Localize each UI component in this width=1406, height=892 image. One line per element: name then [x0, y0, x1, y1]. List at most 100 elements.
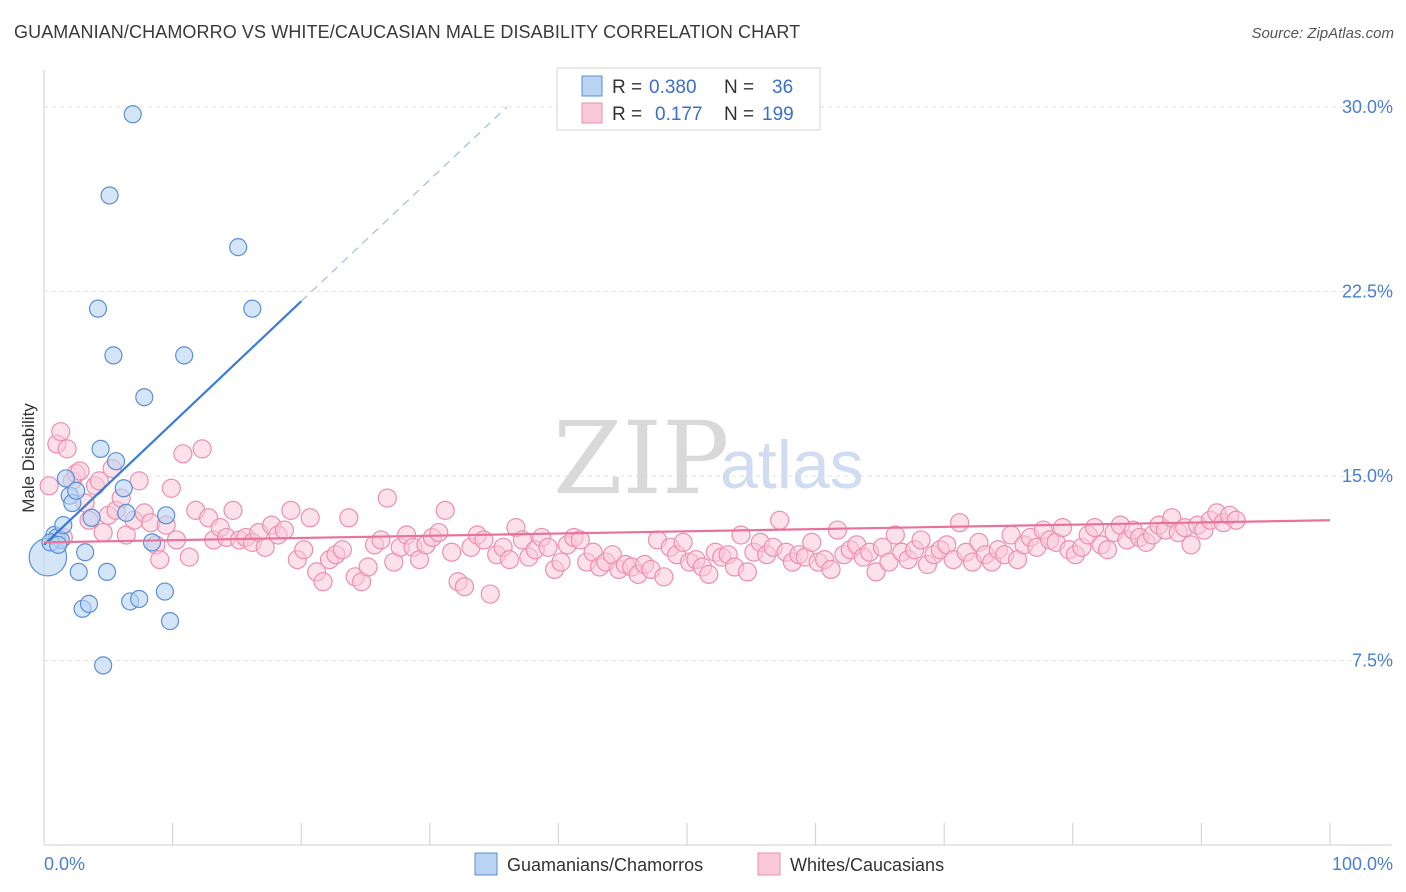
correlation-legend: R = 0.380 N = 36 R = 0.177 N = 199: [556, 67, 821, 131]
y-tick-label-2: 22.5%: [1342, 281, 1393, 301]
y-tick-label-1: 15.0%: [1342, 466, 1393, 486]
trend-guamanian-extension: [300, 106, 508, 302]
point-white-caucasian-35: [223, 500, 243, 520]
legend-r-label-pink: R =: [612, 104, 642, 125]
point-guamanian-35: [49, 535, 68, 554]
point-guamanian-32: [229, 238, 248, 257]
y-tick-label-3: 30.0%: [1342, 97, 1393, 117]
point-white-caucasian-120: [769, 510, 790, 530]
point-white-caucasian-138: [885, 525, 905, 545]
x-tick-label-1: 100.0%: [1332, 854, 1393, 874]
point-white-caucasian-184: [1181, 535, 1201, 555]
watermark-zip: ZIP: [553, 400, 729, 517]
point-white-caucasian-12: [93, 522, 113, 543]
y-tick-label-0: 7.5%: [1352, 650, 1393, 670]
chart-title: GUAMANIAN/CHAMORRO VS WHITE/CAUCASIAN MA…: [14, 22, 801, 42]
point-white-caucasian-89: [570, 530, 590, 550]
point-guamanian-13: [82, 508, 101, 527]
axes: [43, 70, 1392, 846]
grid-lines: [44, 106, 1392, 661]
trend-white-caucasian: [43, 519, 1331, 544]
point-guamanian-21: [114, 479, 133, 498]
point-white-caucasian-4: [57, 439, 77, 459]
point-white-caucasian-105: [673, 532, 693, 552]
point-white-caucasian-11: [89, 471, 109, 491]
point-white-caucasian-43: [274, 520, 295, 540]
point-guamanian-27: [142, 533, 162, 552]
point-white-caucasian-53: [339, 508, 359, 528]
point-white-caucasian-0: [39, 476, 59, 496]
x-tick-marks: [43, 823, 1331, 845]
point-white-caucasian-137: [879, 552, 899, 572]
guamanian-points: [28, 105, 262, 675]
legend-r-value-blue: 0.380: [649, 77, 697, 98]
point-white-caucasian-2: [51, 422, 71, 442]
legend-n-label-pink: N =: [724, 104, 754, 125]
point-white-caucasian-114: [731, 525, 751, 545]
point-white-caucasian-142: [911, 530, 931, 550]
point-white-caucasian-28: [179, 547, 199, 567]
point-white-caucasian-71: [454, 577, 475, 597]
point-guamanian-26: [135, 388, 154, 407]
legend-n-value-blue: 36: [772, 77, 793, 98]
x-tick-label-0: 0.0%: [44, 854, 85, 874]
point-white-caucasian-135: [866, 562, 886, 582]
point-guamanian-9: [69, 562, 88, 582]
point-guamanian-20: [106, 452, 126, 471]
point-white-caucasian-68: [435, 500, 455, 520]
point-guamanian-33: [243, 299, 262, 318]
watermark-atlas: atlas: [720, 427, 864, 503]
point-white-caucasian-25: [161, 478, 181, 498]
y-tick-labels: 7.5% 15.0% 22.5% 30.0%: [1342, 97, 1393, 671]
trend-guamanian: [43, 300, 302, 546]
point-white-caucasian-125: [802, 532, 822, 552]
point-guamanian-14: [88, 299, 108, 318]
point-white-caucasian-67: [429, 522, 449, 543]
point-white-caucasian-171: [1097, 540, 1118, 560]
point-white-caucasian-129: [827, 520, 848, 540]
point-white-caucasian-80: [512, 530, 532, 550]
legend-n-value-pink: 199: [762, 104, 794, 125]
point-white-caucasian-44: [281, 500, 301, 520]
point-white-caucasian-49: [313, 572, 333, 592]
point-white-caucasian-69: [442, 542, 462, 562]
legend-n-label-blue: N =: [724, 77, 754, 98]
series-legend-label-pink: Whites/Caucasians: [790, 855, 944, 875]
point-white-caucasian-75: [480, 584, 500, 604]
point-white-caucasian-102: [654, 567, 674, 587]
point-guamanian-12: [79, 594, 99, 613]
series-legend-swatch-blue: [474, 852, 498, 876]
point-guamanian-5: [56, 469, 75, 488]
white-caucasian-points: [39, 422, 1246, 604]
point-white-caucasian-47: [300, 508, 320, 528]
series-legend: Guamanians/Chamorros Whites/Caucasians: [474, 852, 944, 876]
point-guamanian-29: [157, 506, 176, 525]
point-white-caucasian-30: [192, 439, 212, 459]
legend-swatch-blue: [581, 75, 603, 97]
point-guamanian-18: [100, 186, 119, 205]
point-white-caucasian-109: [699, 564, 719, 584]
point-white-caucasian-164: [1052, 518, 1073, 538]
point-white-caucasian-19: [129, 471, 149, 491]
point-guamanian-19: [104, 346, 123, 365]
point-guamanian-28: [155, 582, 174, 601]
point-white-caucasian-191: [1226, 510, 1246, 530]
legend-r-value-pink: 0.177: [655, 104, 703, 125]
watermark: ZIP atlas: [553, 400, 864, 517]
point-white-caucasian-128: [821, 559, 841, 580]
point-white-caucasian-86: [551, 552, 571, 572]
point-guamanian-30: [160, 612, 180, 631]
point-guamanian-15: [91, 439, 110, 458]
point-guamanian-17: [97, 562, 117, 582]
point-white-caucasian-169: [1085, 518, 1105, 538]
series-legend-swatch-pink: [757, 852, 781, 876]
point-guamanian-8: [67, 481, 86, 500]
point-white-caucasian-78: [499, 550, 520, 570]
point-white-caucasian-52: [332, 540, 352, 560]
source-credit: Source: ZipAtlas.com: [1251, 25, 1394, 42]
point-guamanian-25: [130, 589, 149, 609]
point-white-caucasian-59: [377, 488, 397, 508]
point-white-caucasian-17: [116, 525, 136, 545]
series-legend-label-blue: Guamanians/Chamorros: [507, 855, 703, 875]
